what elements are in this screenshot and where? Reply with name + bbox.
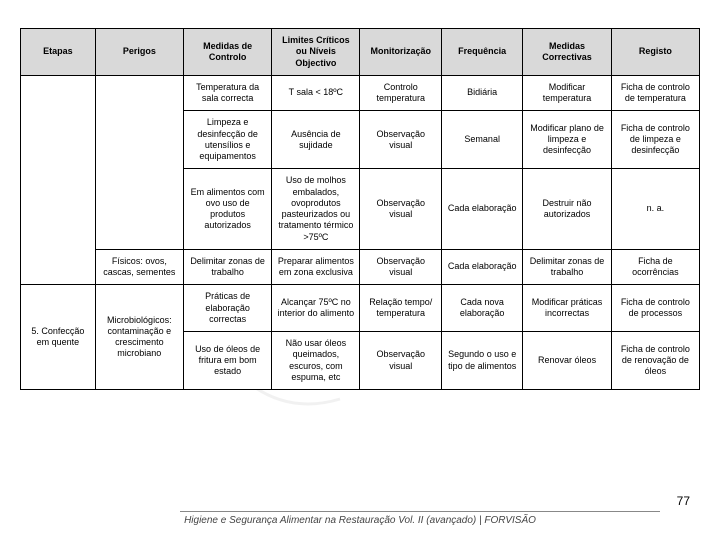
cell-perigo-micro: Microbiológicos: contaminação e crescime… bbox=[95, 285, 183, 390]
cell: Não usar óleos queimados, escuros, com e… bbox=[272, 332, 360, 390]
cell-etapa-5: 5. Confecção em quente bbox=[21, 285, 96, 390]
col-monitor: Monitorização bbox=[360, 29, 441, 76]
cell: T sala < 18ºC bbox=[272, 75, 360, 111]
cell: Bidiária bbox=[441, 75, 522, 111]
cell: Observação visual bbox=[360, 332, 441, 390]
cell: Delimitar zonas de trabalho bbox=[523, 249, 611, 285]
cell: Temperatura da sala correcta bbox=[183, 75, 271, 111]
cell: Uso de molhos embalados, ovoprodutos pas… bbox=[272, 169, 360, 250]
cell: Ficha de controlo de temperatura bbox=[611, 75, 699, 111]
cell: Renovar óleos bbox=[523, 332, 611, 390]
page-number: 77 bbox=[677, 494, 690, 508]
footer-text: Higiene e Segurança Alimentar na Restaur… bbox=[0, 515, 720, 526]
cell: Alcançar 75ºC no interior do alimento bbox=[272, 285, 360, 332]
table-row: Temperatura da sala correcta T sala < 18… bbox=[21, 75, 700, 111]
cell: Delimitar zonas de trabalho bbox=[183, 249, 271, 285]
cell: Preparar alimentos em zona exclusiva bbox=[272, 249, 360, 285]
cell: Modificar temperatura bbox=[523, 75, 611, 111]
cell: Modificar práticas incorrectas bbox=[523, 285, 611, 332]
cell: Ficha de controlo de limpeza e desinfecç… bbox=[611, 111, 699, 169]
cell: Controlo temperatura bbox=[360, 75, 441, 111]
cell: Observação visual bbox=[360, 169, 441, 250]
cell: Práticas de elaboração correctas bbox=[183, 285, 271, 332]
cell: Observação visual bbox=[360, 111, 441, 169]
cell: Segundo o uso e tipo de alimentos bbox=[441, 332, 522, 390]
col-freq: Frequência bbox=[441, 29, 522, 76]
table-header-row: Etapas Perigos Medidas de Controlo Limit… bbox=[21, 29, 700, 76]
table-row: 5. Confecção em quente Microbiológicos: … bbox=[21, 285, 700, 332]
cell: Ficha de controlo de renovação de óleos bbox=[611, 332, 699, 390]
cell: Ficha de ocorrências bbox=[611, 249, 699, 285]
haccp-table: Etapas Perigos Medidas de Controlo Limit… bbox=[20, 28, 700, 390]
cell: Cada elaboração bbox=[441, 169, 522, 250]
cell: Uso de óleos de fritura em bom estado bbox=[183, 332, 271, 390]
col-medidas: Medidas de Controlo bbox=[183, 29, 271, 76]
cell: Destruir não autorizados bbox=[523, 169, 611, 250]
col-registo: Registo bbox=[611, 29, 699, 76]
cell: Semanal bbox=[441, 111, 522, 169]
cell: Cada nova elaboração bbox=[441, 285, 522, 332]
cell-perigo-blank bbox=[95, 75, 183, 249]
col-perigos: Perigos bbox=[95, 29, 183, 76]
page-content: Etapas Perigos Medidas de Controlo Limit… bbox=[0, 0, 720, 390]
cell: Relação tempo/ temperatura bbox=[360, 285, 441, 332]
footer-divider bbox=[180, 511, 660, 512]
cell: Modificar plano de limpeza e desinfecção bbox=[523, 111, 611, 169]
cell: Limpeza e desinfecção de utensílios e eq… bbox=[183, 111, 271, 169]
cell: Observação visual bbox=[360, 249, 441, 285]
cell: n. a. bbox=[611, 169, 699, 250]
col-limites: Limites Críticos ou Níveis Objectivo bbox=[272, 29, 360, 76]
col-correct: Medidas Correctivas bbox=[523, 29, 611, 76]
cell: Ausência de sujidade bbox=[272, 111, 360, 169]
table-row: Físicos: ovos, cascas, sementes Delimita… bbox=[21, 249, 700, 285]
cell: Em alimentos com ovo uso de produtos aut… bbox=[183, 169, 271, 250]
cell: Ficha de controlo de processos bbox=[611, 285, 699, 332]
col-etapas: Etapas bbox=[21, 29, 96, 76]
cell: Físicos: ovos, cascas, sementes bbox=[95, 249, 183, 285]
cell: Cada elaboração bbox=[441, 249, 522, 285]
cell-etapa-blank bbox=[21, 75, 96, 285]
